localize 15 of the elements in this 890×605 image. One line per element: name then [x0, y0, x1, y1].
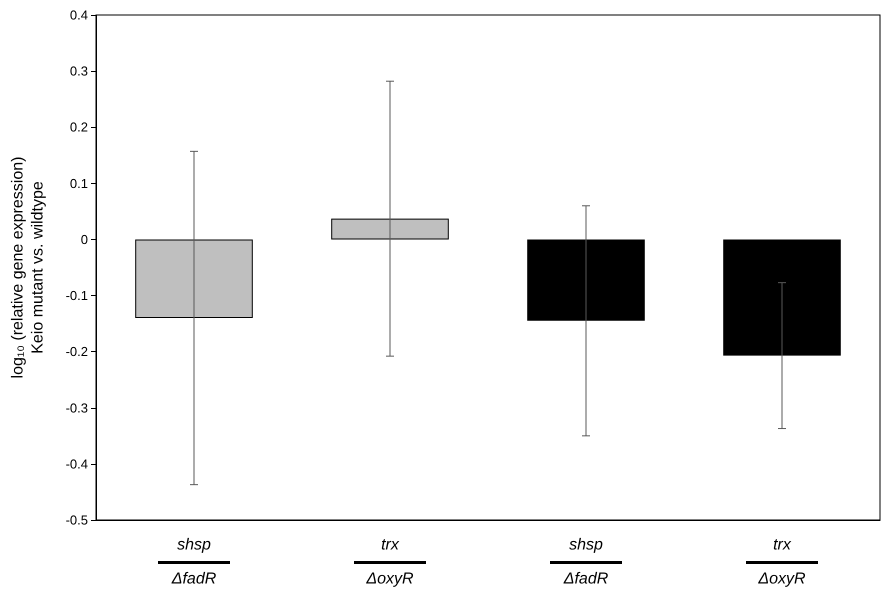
- y-axis-title: log₁₀ (relative gene expression) Keio mutant vs. wildtype: [10, 156, 46, 378]
- y-tick-label: -0.4: [66, 456, 88, 472]
- x-tick-label: trx ΔoxyR: [365, 536, 414, 588]
- y-tick-label: 0.3: [70, 64, 88, 79]
- y-tick-label: 0.1: [70, 176, 88, 191]
- y-tick-label: -0.5: [66, 512, 88, 528]
- x-tick-label: shsp ΔfadR: [562, 536, 609, 588]
- x-tick-label: trx ΔoxyR: [757, 536, 806, 588]
- y-tick-label: 0: [80, 232, 88, 247]
- y-tick-label: 0.2: [70, 120, 88, 135]
- y-tick-label: -0.1: [66, 288, 88, 304]
- y-tick-label: -0.2: [66, 344, 88, 360]
- x-tick-label: shsp ΔfadR: [170, 536, 217, 588]
- y-tick-label: -0.3: [66, 400, 88, 416]
- y-tick-label: 0.4: [70, 8, 88, 22]
